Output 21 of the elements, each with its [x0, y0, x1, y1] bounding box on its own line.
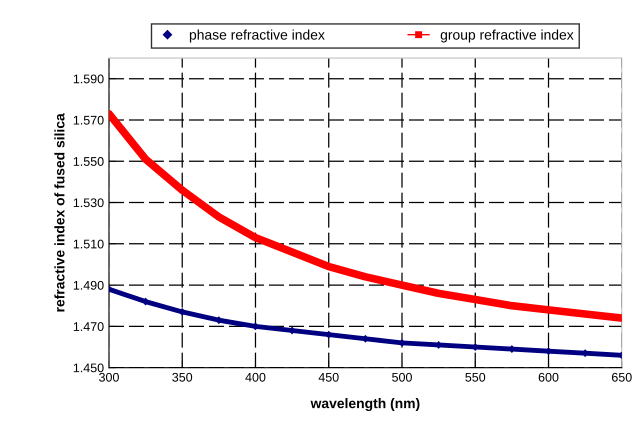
line-series	[108, 286, 622, 359]
x-tick-label: 300	[99, 372, 119, 382]
x-tick-label: 600	[538, 372, 558, 382]
y-tick-label: 1.450	[74, 363, 104, 372]
y-tick-label: 1.570	[74, 116, 104, 125]
x-tick-label: 650	[612, 372, 632, 382]
legend-label: phase refractive index	[190, 30, 325, 42]
y-tick-label: 1.490	[74, 280, 104, 290]
x-tick-label: 450	[318, 372, 339, 382]
legend-label: group refractive index	[440, 30, 574, 42]
x-tick-label: 400	[245, 372, 266, 382]
y-axis-title: refractive index of fused silica	[54, 113, 65, 312]
x-tick-label: 350	[172, 372, 192, 382]
y-tick-label: 1.550	[74, 157, 104, 166]
y-tick-label: 1.470	[74, 322, 104, 332]
y-tick-label: 1.510	[74, 240, 104, 248]
x-tick-label: 500	[392, 372, 412, 382]
x-axis-title: wavelength (nm)	[310, 398, 420, 412]
x-tick-label: 550	[465, 372, 486, 382]
y-tick-label: 1.530	[74, 198, 104, 208]
y-tick-label: 1.590	[74, 74, 104, 84]
